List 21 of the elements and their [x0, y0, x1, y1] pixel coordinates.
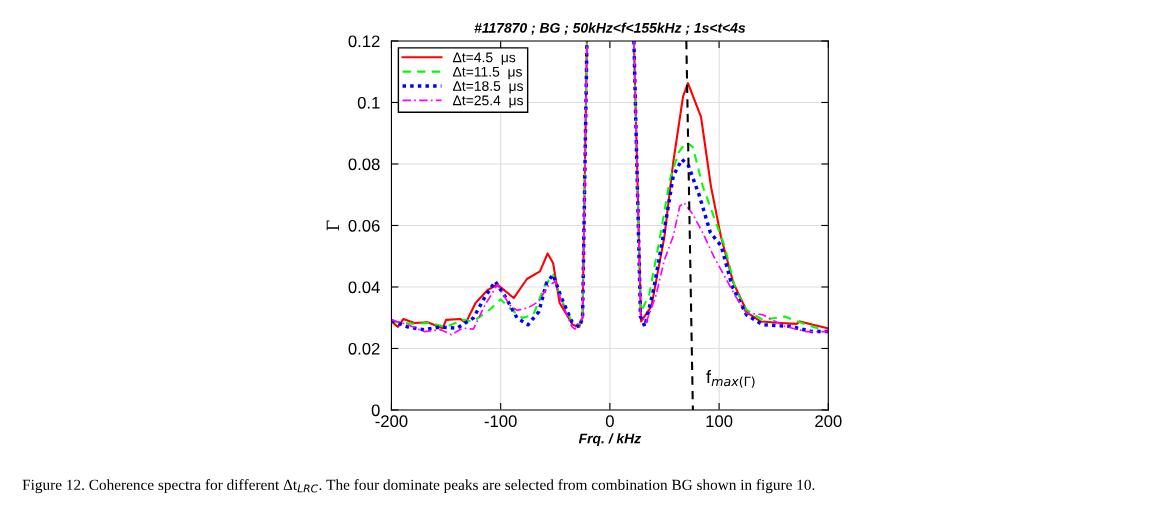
y-tick-label: 0.08 [348, 158, 380, 171]
x-tick-label: -200 [375, 415, 408, 428]
x-tick-label: 100 [706, 415, 733, 428]
x-tick-label: 0 [605, 415, 614, 428]
chart-title: #117870 ; BG ; 50kHz<f<155kHz ; 1s<t<4s [474, 22, 746, 35]
legend-label: Δt=11.5 μs [452, 66, 522, 80]
y-tick-label: 0.1 [357, 96, 380, 109]
y-tick-label: 0.02 [348, 342, 380, 355]
legend-label: Δt=18.5 μs [452, 81, 523, 94]
y-tick-label: 0 [371, 404, 380, 417]
y-tick-label: 0.12 [348, 35, 380, 48]
x-tick-label: 200 [815, 415, 842, 428]
y-axis-title: Γ [326, 220, 339, 231]
caption: Figure 12. Coherence spectra for different Δt$_{LRC}$. The four dominate peaks are selected from combination BG shown in figure 10. [22, 479, 815, 494]
x-axis-title: Frq. / kHz [578, 433, 642, 447]
legend-label: Δt=25.4 μs [452, 95, 523, 108]
y-tick-label: 0.06 [348, 219, 380, 232]
legend-label: Δt=4.5 μs [452, 52, 516, 65]
annotation: f$_{max(Γ)}$ [706, 369, 755, 388]
y-tick-label: 0.04 [348, 281, 380, 294]
x-tick-label: -100 [484, 415, 517, 428]
